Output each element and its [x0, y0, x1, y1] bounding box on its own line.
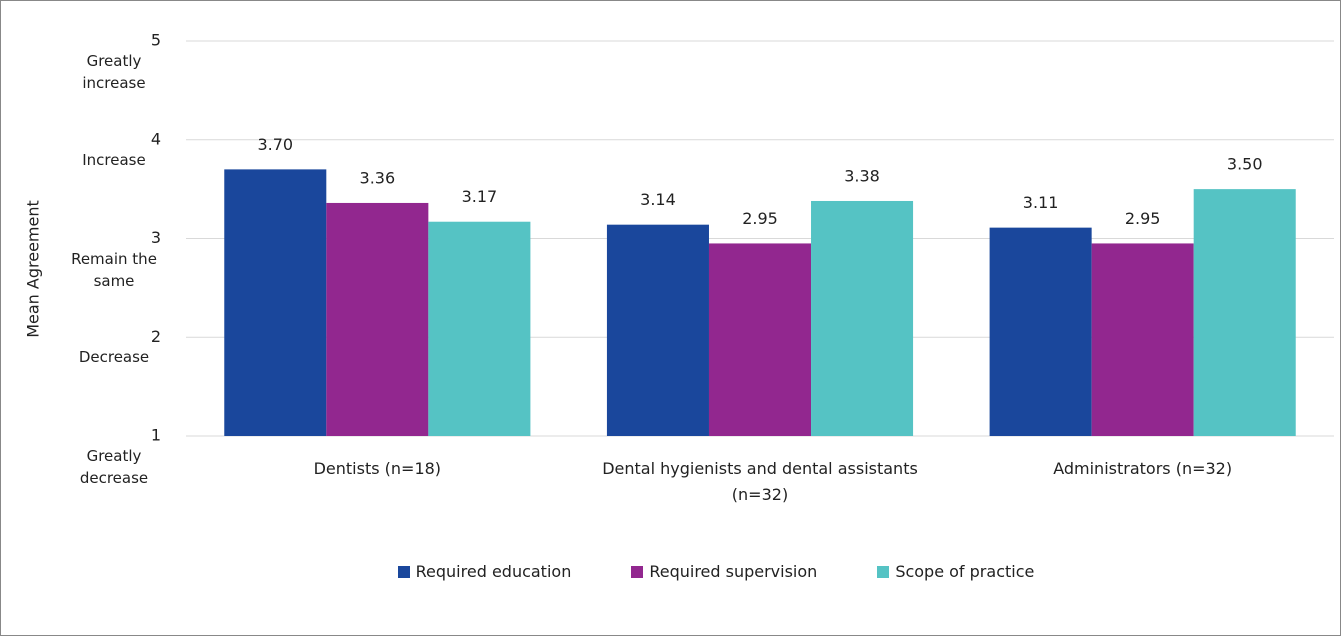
- x-tick-label: Dentists (n=18): [313, 459, 442, 478]
- data-label: 3.17: [462, 187, 498, 206]
- bar: [989, 227, 1092, 436]
- data-label: 3.70: [257, 135, 293, 154]
- legend-label: Scope of practice: [895, 562, 1035, 581]
- data-label: 3.11: [1023, 193, 1059, 212]
- data-label: 3.50: [1227, 155, 1263, 174]
- y-tick-label: 1: [151, 426, 161, 445]
- data-label: 3.38: [844, 166, 880, 185]
- bar: [1193, 189, 1296, 436]
- y-tick-label: 3: [151, 228, 161, 247]
- bar: [326, 202, 429, 436]
- legend: Required education Required supervision Sc…: [301, 562, 1131, 581]
- y-tick-description: Greatly decrease: [79, 447, 149, 487]
- y-tick-description: Remain the same: [71, 249, 157, 290]
- y-tick-label: 2: [151, 327, 161, 346]
- legend-label: Required education: [415, 562, 572, 581]
- y-tick-description: Increase: [82, 150, 146, 169]
- bar: [708, 243, 812, 436]
- data-label: 3.14: [640, 190, 676, 209]
- legend-swatch: [877, 565, 890, 578]
- y-tick-label: 5: [151, 31, 161, 50]
- legend-label: Required supervision: [649, 562, 818, 581]
- y-tick-description: Decrease: [78, 348, 150, 367]
- bar: [1091, 243, 1194, 436]
- y-tick-label: 4: [151, 129, 161, 148]
- bar: [428, 221, 531, 436]
- x-tick-label: Administrators (n=32): [1053, 459, 1233, 478]
- bar: [811, 200, 914, 436]
- data-label: 3.36: [360, 168, 396, 187]
- bar: [224, 169, 327, 436]
- legend-item: Scope of practice: [877, 562, 1034, 581]
- x-tick-label: Dental hygienists and dental assistants …: [602, 459, 918, 504]
- data-label: 2.95: [742, 209, 778, 228]
- legend-swatch: [631, 565, 644, 578]
- legend-item: Required education: [397, 562, 572, 581]
- y-tick-description: Greatly increase: [82, 52, 146, 92]
- legend-swatch: [397, 565, 410, 578]
- y-axis-title: Mean Agreement: [24, 200, 43, 338]
- data-label: 2.95: [1125, 209, 1161, 228]
- legend-item: Required supervision: [631, 562, 817, 581]
- bar: [606, 224, 709, 436]
